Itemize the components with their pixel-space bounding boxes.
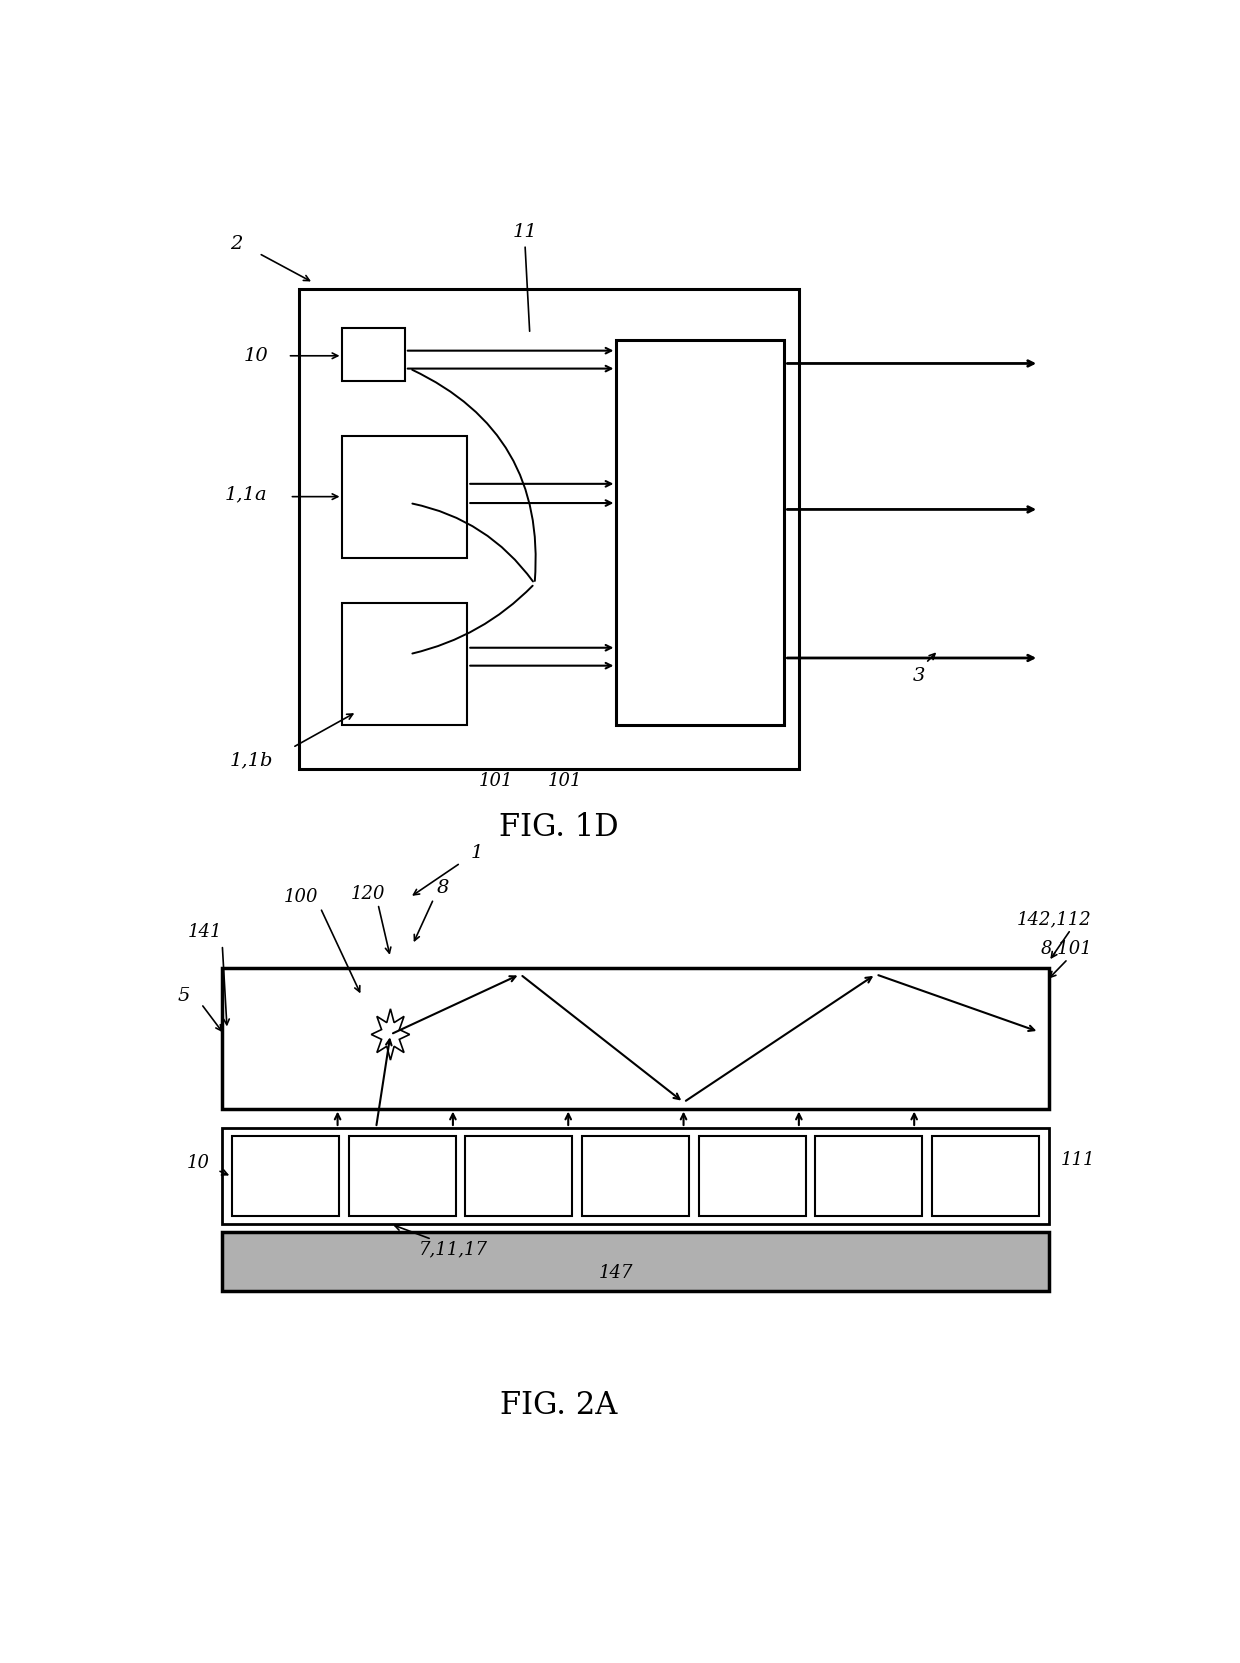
Text: 1: 1	[471, 843, 484, 861]
Bar	[342, 436, 467, 559]
Bar	[932, 1136, 1039, 1216]
Text: 8,101: 8,101	[1040, 940, 1092, 958]
Text: 10: 10	[243, 348, 268, 364]
Bar	[232, 1136, 339, 1216]
Text: 101: 101	[479, 772, 513, 790]
Bar	[616, 341, 785, 725]
Text: 142,112: 142,112	[1017, 910, 1092, 928]
Text: 1,1a: 1,1a	[224, 486, 268, 504]
Bar	[222, 1128, 1049, 1224]
Text: 5: 5	[177, 988, 190, 1004]
Bar	[816, 1136, 923, 1216]
Text: 3: 3	[913, 667, 925, 685]
Text: 101: 101	[548, 772, 583, 790]
Text: 2: 2	[231, 236, 243, 253]
Bar	[582, 1136, 689, 1216]
Text: 10: 10	[187, 1154, 210, 1171]
Text: FIG. 1D: FIG. 1D	[498, 812, 619, 843]
Text: 8: 8	[438, 880, 449, 898]
Bar	[222, 1232, 1049, 1290]
Text: 100: 100	[284, 888, 319, 906]
Polygon shape	[371, 1009, 409, 1059]
Text: 120: 120	[351, 885, 386, 903]
Text: 1,1b: 1,1b	[229, 752, 273, 770]
Text: FIG. 2A: FIG. 2A	[500, 1390, 618, 1422]
Bar	[342, 604, 467, 725]
Text: 111: 111	[1060, 1151, 1095, 1169]
Text: 7,11,17: 7,11,17	[418, 1241, 487, 1259]
Bar	[465, 1136, 573, 1216]
Text: 141: 141	[187, 923, 222, 941]
Bar	[342, 328, 404, 381]
Text: 11: 11	[512, 223, 537, 241]
Bar	[222, 968, 1049, 1109]
Bar	[348, 1136, 455, 1216]
Bar	[698, 1136, 806, 1216]
Bar	[299, 289, 799, 770]
Text: 147: 147	[599, 1264, 634, 1282]
